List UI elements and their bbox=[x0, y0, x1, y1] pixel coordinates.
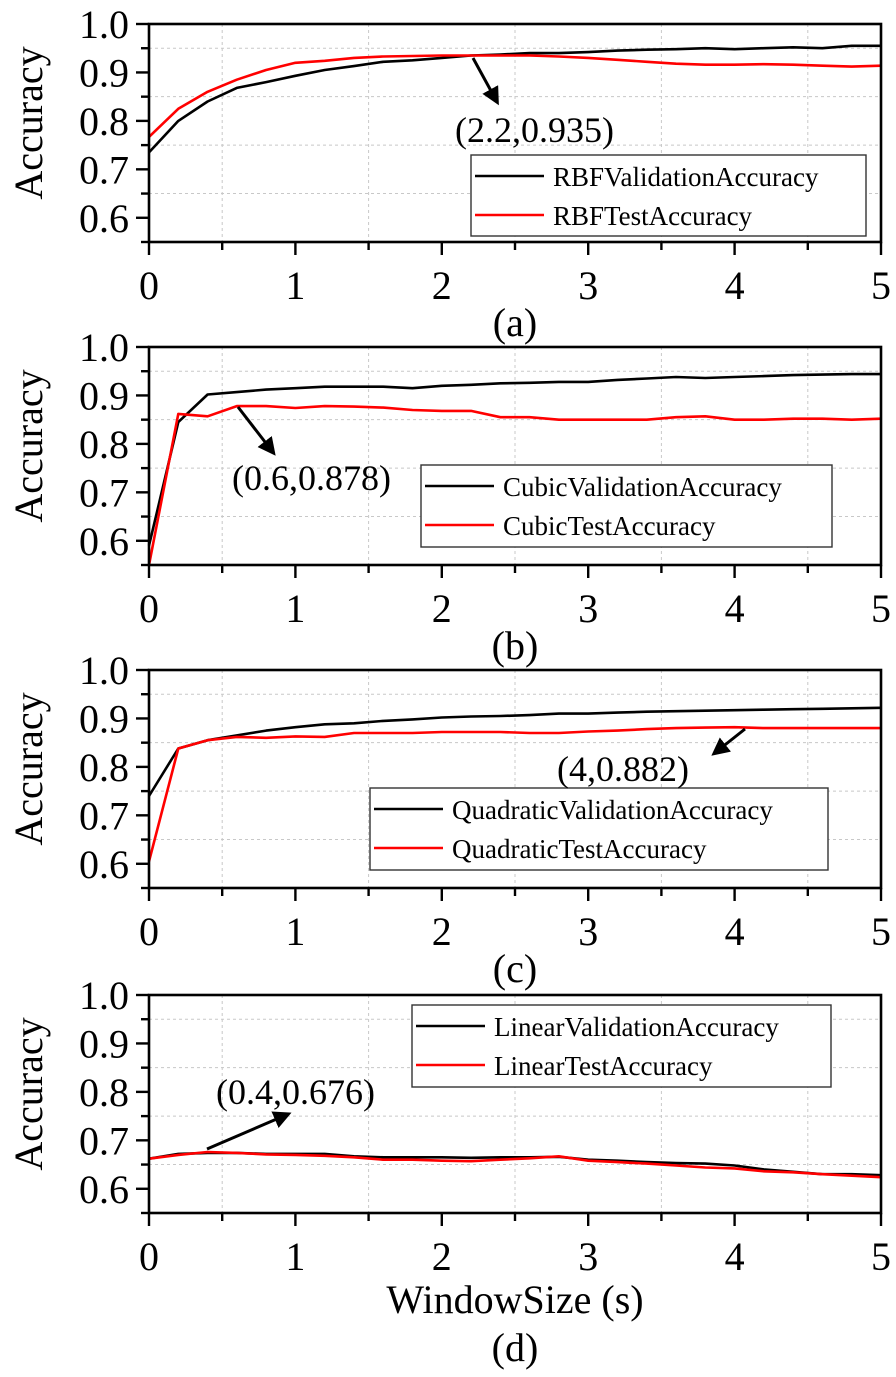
x-tick-label: 2 bbox=[432, 586, 452, 631]
annotation-label: (0.6,0.878) bbox=[232, 458, 391, 498]
x-tick-label: 1 bbox=[285, 909, 305, 954]
x-tick-label: 5 bbox=[871, 586, 891, 631]
y-tick-label: 0.6 bbox=[79, 196, 129, 241]
panel-label: (c) bbox=[493, 946, 537, 991]
legend-label: RBFValidationAccuracy bbox=[553, 162, 819, 192]
y-axis-label: Accuracy bbox=[6, 692, 51, 845]
x-tick-label: 4 bbox=[725, 909, 745, 954]
y-tick-label: 0.6 bbox=[79, 519, 129, 564]
legend: CubicValidationAccuracy CubicTestAccuracy bbox=[420, 464, 833, 548]
x-tick-label: 1 bbox=[285, 263, 305, 308]
y-tick-label: 0.6 bbox=[79, 842, 129, 887]
y-tick-label: 0.9 bbox=[79, 696, 129, 741]
x-tick-label: 3 bbox=[578, 263, 598, 308]
y-tick-label: 0.8 bbox=[79, 1070, 129, 1115]
x-tick-label: 1 bbox=[285, 1234, 305, 1279]
x-tick-label: 4 bbox=[725, 586, 745, 631]
legend-box bbox=[369, 787, 829, 871]
series-line-RBFValidationAccuracy bbox=[148, 44, 881, 154]
y-tick-label: 0.6 bbox=[79, 1167, 129, 1212]
series-line-QuadraticValidationAccuracy bbox=[147, 706, 882, 797]
legend-box bbox=[470, 154, 867, 237]
x-axis-label: WindowSize (s) bbox=[386, 1277, 643, 1322]
y-tick-label: 1.0 bbox=[79, 2, 129, 47]
legend-label: LinearTestAccuracy bbox=[494, 1051, 713, 1081]
y-axis-label: Accuracy bbox=[6, 46, 51, 199]
x-tick-label: 3 bbox=[578, 586, 598, 631]
y-tick-label: 0.7 bbox=[79, 793, 129, 838]
x-tick-label: 5 bbox=[871, 909, 891, 954]
y-axis-label: Accuracy bbox=[6, 369, 51, 522]
panel-c: 0.60.70.80.91.0 0 1 2 3 4 5 Accuracy (c) Quadrati… bbox=[6, 648, 891, 991]
series-line-QuadraticTestAccuracy bbox=[147, 725, 881, 862]
y-tick-label: 0.7 bbox=[79, 1118, 129, 1163]
y-tick-label: 0.8 bbox=[79, 99, 129, 144]
panel-a: 0.60.70.80.91.0 0 1 2 3 4 5 Accuracy (a) RBFValid… bbox=[6, 2, 891, 345]
y-axis-label: Accuracy bbox=[6, 1017, 51, 1170]
panel-label: (d) bbox=[492, 1325, 539, 1370]
series-line-RBFTestAccuracy bbox=[148, 54, 882, 138]
legend-label: RBFTestAccuracy bbox=[553, 201, 753, 231]
annotation-label: (0.4,0.676) bbox=[216, 1072, 375, 1112]
annotation-label: (4,0.882) bbox=[557, 749, 689, 789]
legend-box bbox=[411, 1004, 832, 1088]
x-tick-label: 0 bbox=[139, 586, 159, 631]
legend-label: CubicValidationAccuracy bbox=[503, 472, 782, 502]
y-tick-label: 0.7 bbox=[79, 147, 129, 192]
legend-label: QuadraticValidationAccuracy bbox=[452, 795, 773, 825]
x-tick-label: 0 bbox=[139, 1234, 159, 1279]
y-tick-label: 0.9 bbox=[79, 50, 129, 95]
annotation-arrow bbox=[471, 57, 499, 106]
panel-label: (a) bbox=[493, 300, 537, 345]
y-tick-label: 0.7 bbox=[79, 470, 129, 515]
x-tick-label: 5 bbox=[871, 1234, 891, 1279]
x-tick-label: 0 bbox=[139, 909, 159, 954]
x-tick-label: 1 bbox=[285, 586, 305, 631]
series-line-LinearTestAccuracy bbox=[148, 1150, 882, 1179]
panel-label: (b) bbox=[492, 623, 539, 668]
legend-label: QuadraticTestAccuracy bbox=[452, 834, 707, 864]
x-tick-label: 2 bbox=[432, 909, 452, 954]
legend: QuadraticValidationAccuracy QuadraticTest… bbox=[369, 787, 829, 871]
x-tick-label: 3 bbox=[578, 909, 598, 954]
x-tick-label: 4 bbox=[725, 263, 745, 308]
x-tick-label: 4 bbox=[725, 1234, 745, 1279]
x-tick-label: 2 bbox=[432, 1234, 452, 1279]
x-tick-label: 0 bbox=[139, 263, 159, 308]
legend-label: LinearValidationAccuracy bbox=[494, 1012, 779, 1042]
panel-d: 0.60.70.80.91.0 0 1 2 3 4 5 Accuracy WindowSize … bbox=[6, 973, 891, 1370]
y-tick-label: 1.0 bbox=[79, 973, 129, 1018]
panel-b: 0.60.70.80.91.0 0 1 2 3 4 5 Accuracy (b) CubicVal… bbox=[6, 325, 891, 668]
legend-label: CubicTestAccuracy bbox=[503, 511, 716, 541]
series-line-CubicTestAccuracy bbox=[147, 404, 882, 566]
y-tick-label: 1.0 bbox=[79, 648, 129, 693]
y-tick-label: 1.0 bbox=[79, 325, 129, 370]
legend: LinearValidationAccuracy LinearTestAccura… bbox=[411, 1004, 832, 1088]
legend-box bbox=[420, 464, 833, 548]
y-tick-label: 0.8 bbox=[79, 745, 129, 790]
series-line-CubicValidationAccuracy bbox=[147, 372, 881, 546]
y-tick-label: 0.8 bbox=[79, 422, 129, 467]
annotation-label: (2.2,0.935) bbox=[455, 110, 614, 150]
x-tick-label: 2 bbox=[432, 263, 452, 308]
annotation-arrow bbox=[711, 727, 746, 756]
annotation-arrow bbox=[236, 406, 276, 456]
x-tick-label: 3 bbox=[578, 1234, 598, 1279]
annotation-arrow bbox=[206, 1111, 292, 1151]
x-tick-label: 5 bbox=[871, 263, 891, 308]
legend: RBFValidationAccuracy RBFTestAccuracy bbox=[470, 154, 867, 237]
y-tick-label: 0.9 bbox=[79, 1021, 129, 1066]
y-tick-label: 0.9 bbox=[79, 373, 129, 418]
